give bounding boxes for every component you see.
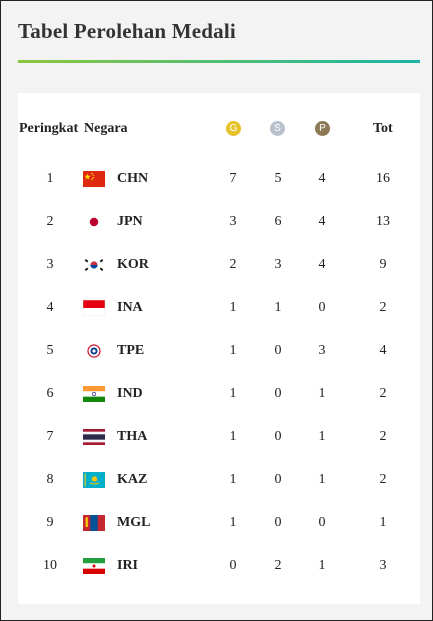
- table-row: 4 INA 1 1 0 2: [18, 299, 420, 342]
- rank-cell: 3: [46, 257, 54, 272]
- silver-count-cell: 0: [274, 343, 282, 358]
- medal-table: Peringkat Negara G S P Tot 1 CHN 7 5 4 16 2 JPN…: [18, 93, 420, 604]
- bronze-count-cell: 4: [318, 171, 326, 186]
- bronze-count-cell: 4: [318, 214, 326, 229]
- gold-count-cell: 1: [229, 472, 237, 487]
- total-count-cell: 2: [379, 300, 387, 315]
- rank-cell: 1: [46, 171, 54, 186]
- bronze-count-cell: 3: [318, 343, 326, 358]
- table-row: 3 KOR 2 3 4 9: [18, 256, 420, 299]
- country-code-cell: IRI: [117, 558, 139, 573]
- country-code-cell: KAZ: [117, 472, 148, 487]
- table-row: 2 JPN 3 6 4 13: [18, 213, 420, 256]
- country-code-cell: TPE: [117, 343, 145, 358]
- rank-cell: 2: [46, 214, 54, 229]
- gold-medal-icon: G: [226, 121, 241, 136]
- table-row: 10 IRI 0 2 1 3: [18, 557, 420, 600]
- silver-count-cell: 0: [274, 515, 282, 530]
- rank-cell: 4: [46, 300, 54, 315]
- bronze-count-cell: 1: [318, 472, 326, 487]
- silver-count-cell: 0: [274, 429, 282, 444]
- table-row: 7 THA 1 0 1 2: [18, 428, 420, 471]
- table-row: 1 CHN 7 5 4 16: [18, 170, 420, 213]
- table-row: 9 MGL 1 0 0 1: [18, 514, 420, 557]
- bronze-count-cell: 1: [318, 558, 326, 573]
- gold-count-cell: 1: [229, 515, 237, 530]
- gold-count-cell: 1: [229, 386, 237, 401]
- table-row: 5 TPE 1 0 3 4: [18, 342, 420, 385]
- rank-cell: 10: [43, 558, 57, 573]
- bronze-count-cell: 0: [318, 515, 326, 530]
- country-code-cell: IND: [117, 386, 143, 401]
- silver-count-cell: 0: [274, 386, 282, 401]
- total-count-cell: 16: [376, 171, 390, 186]
- indonesia-flag-icon: [83, 300, 105, 316]
- silver-count-cell: 3: [274, 257, 282, 272]
- country-code-cell: JPN: [117, 214, 143, 229]
- column-header-rank: Peringkat: [19, 121, 79, 136]
- total-count-cell: 2: [379, 386, 387, 401]
- total-count-cell: 9: [379, 257, 387, 272]
- india-flag-icon: [83, 386, 105, 402]
- thailand-flag-icon: [83, 429, 105, 445]
- iran-flag-icon: [83, 558, 105, 574]
- rank-cell: 9: [46, 515, 54, 530]
- bronze-count-cell: 4: [318, 257, 326, 272]
- bronze-count-cell: 0: [318, 300, 326, 315]
- rank-cell: 8: [46, 472, 54, 487]
- country-code-cell: MGL: [117, 515, 151, 530]
- silver-count-cell: 1: [274, 300, 282, 315]
- table-row: 6 IND 1 0 1 2: [18, 385, 420, 428]
- gold-count-cell: 3: [229, 214, 237, 229]
- total-count-cell: 4: [379, 343, 387, 358]
- country-code-cell: THA: [117, 429, 148, 444]
- gold-count-cell: 0: [229, 558, 237, 573]
- bronze-count-cell: 1: [318, 386, 326, 401]
- column-header-country: Negara: [84, 121, 128, 136]
- silver-count-cell: 2: [274, 558, 282, 573]
- total-count-cell: 2: [379, 472, 387, 487]
- title-divider: [18, 60, 420, 63]
- bronze-medal-icon: P: [315, 121, 330, 136]
- total-count-cell: 13: [376, 214, 390, 229]
- silver-medal-icon: S: [270, 121, 285, 136]
- rank-cell: 5: [46, 343, 54, 358]
- chinese-taipei-flag-icon: [83, 343, 105, 359]
- rank-cell: 7: [46, 429, 54, 444]
- column-header-total: Tot: [373, 121, 393, 136]
- silver-count-cell: 6: [274, 214, 282, 229]
- total-count-cell: 3: [379, 558, 387, 573]
- total-count-cell: 2: [379, 429, 387, 444]
- korea-flag-icon: [83, 257, 105, 273]
- country-code-cell: INA: [117, 300, 143, 315]
- gold-count-cell: 7: [229, 171, 237, 186]
- kazakhstan-flag-icon: [83, 472, 105, 488]
- country-code-cell: CHN: [117, 171, 149, 186]
- silver-count-cell: 0: [274, 472, 282, 487]
- country-code-cell: KOR: [117, 257, 149, 272]
- gold-count-cell: 1: [229, 429, 237, 444]
- silver-count-cell: 5: [274, 171, 282, 186]
- gold-count-cell: 1: [229, 343, 237, 358]
- gold-count-cell: 2: [229, 257, 237, 272]
- mongolia-flag-icon: [83, 515, 105, 531]
- japan-flag-icon: [83, 214, 105, 230]
- total-count-cell: 1: [379, 515, 387, 530]
- rank-cell: 6: [46, 386, 54, 401]
- china-flag-icon: [83, 171, 105, 187]
- bronze-count-cell: 1: [318, 429, 326, 444]
- page-title: Tabel Perolehan Medali: [18, 19, 236, 43]
- gold-count-cell: 1: [229, 300, 237, 315]
- table-row: 8 KAZ 1 0 1 2: [18, 471, 420, 514]
